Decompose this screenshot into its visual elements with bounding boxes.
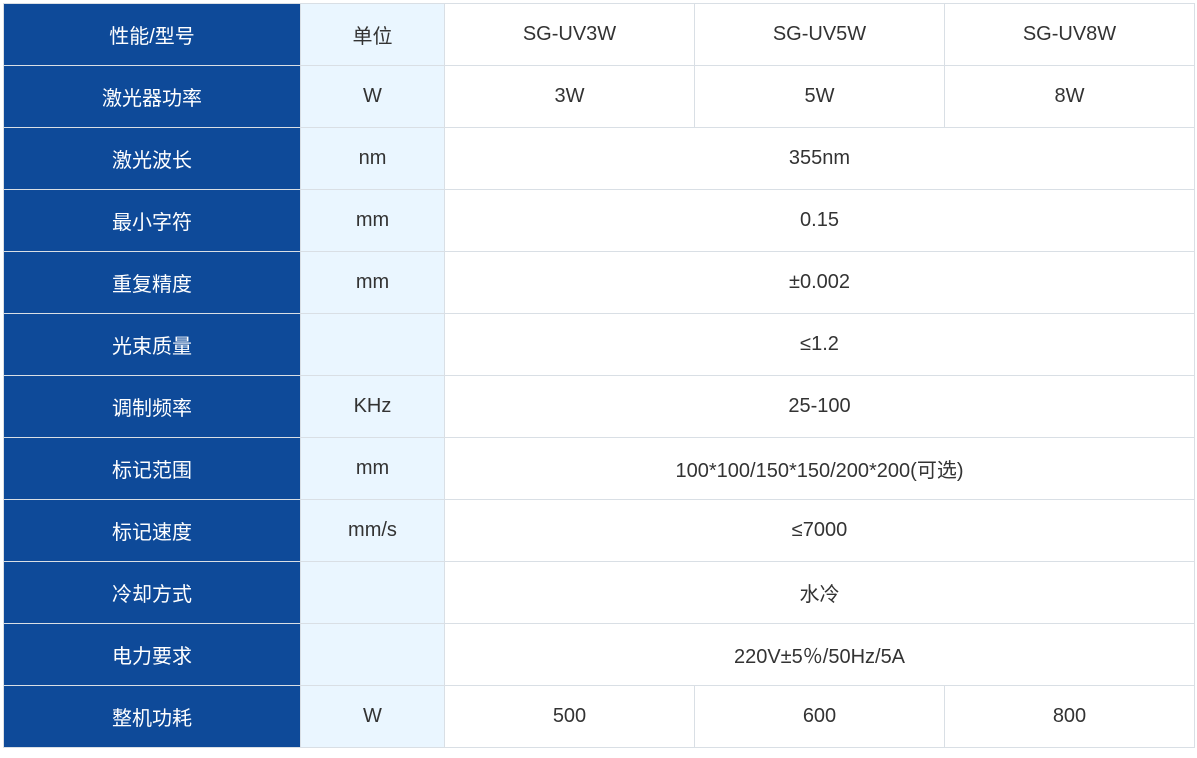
row-value: 水冷 xyxy=(445,562,1195,624)
row-value: 100*100/150*150/200*200(可选) xyxy=(445,438,1195,500)
row-unit: nm xyxy=(301,128,445,190)
table-row: 激光器功率 W 3W 5W 8W xyxy=(4,66,1195,128)
row-label: 标记范围 xyxy=(4,438,301,500)
row-value: 500 xyxy=(445,686,695,748)
row-unit: mm xyxy=(301,190,445,252)
row-unit: mm/s xyxy=(301,500,445,562)
table-row: 激光波长 nm 355nm xyxy=(4,128,1195,190)
row-label: 激光波长 xyxy=(4,128,301,190)
header-model-1: SG-UV3W xyxy=(445,4,695,66)
table-row: 重复精度 mm ±0.002 xyxy=(4,252,1195,314)
table-row: 光束质量 ≤1.2 xyxy=(4,314,1195,376)
row-value: 0.15 xyxy=(445,190,1195,252)
table-row: 标记速度 mm/s ≤7000 xyxy=(4,500,1195,562)
row-label: 光束质量 xyxy=(4,314,301,376)
table-row: 标记范围 mm 100*100/150*150/200*200(可选) xyxy=(4,438,1195,500)
header-model-2: SG-UV5W xyxy=(695,4,945,66)
table-row: 冷却方式 水冷 xyxy=(4,562,1195,624)
row-unit xyxy=(301,314,445,376)
table-row: 调制频率 KHz 25-100 xyxy=(4,376,1195,438)
row-unit: mm xyxy=(301,252,445,314)
row-label: 电力要求 xyxy=(4,624,301,686)
row-value: 5W xyxy=(695,66,945,128)
table-row: 电力要求 220V±5％/50Hz/5A xyxy=(4,624,1195,686)
row-unit xyxy=(301,562,445,624)
row-unit xyxy=(301,624,445,686)
header-model-3: SG-UV8W xyxy=(945,4,1195,66)
row-unit: W xyxy=(301,686,445,748)
row-value: 600 xyxy=(695,686,945,748)
table-row: 整机功耗 W 500 600 800 xyxy=(4,686,1195,748)
table-row: 性能/型号 单位 SG-UV3W SG-UV5W SG-UV8W xyxy=(4,4,1195,66)
row-label: 最小字符 xyxy=(4,190,301,252)
row-unit: W xyxy=(301,66,445,128)
spec-table: 性能/型号 单位 SG-UV3W SG-UV5W SG-UV8W 激光器功率 W… xyxy=(3,3,1195,748)
row-value: ±0.002 xyxy=(445,252,1195,314)
row-value: 800 xyxy=(945,686,1195,748)
header-unit: 单位 xyxy=(301,4,445,66)
row-label: 整机功耗 xyxy=(4,686,301,748)
row-value: 220V±5％/50Hz/5A xyxy=(445,624,1195,686)
row-value: 25-100 xyxy=(445,376,1195,438)
row-unit: mm xyxy=(301,438,445,500)
header-param: 性能/型号 xyxy=(4,4,301,66)
table-row: 最小字符 mm 0.15 xyxy=(4,190,1195,252)
row-label: 冷却方式 xyxy=(4,562,301,624)
row-value: 3W xyxy=(445,66,695,128)
row-unit: KHz xyxy=(301,376,445,438)
row-label: 调制频率 xyxy=(4,376,301,438)
row-value: ≤1.2 xyxy=(445,314,1195,376)
row-value: 355nm xyxy=(445,128,1195,190)
row-label: 标记速度 xyxy=(4,500,301,562)
row-value: 8W xyxy=(945,66,1195,128)
row-label: 重复精度 xyxy=(4,252,301,314)
row-value: ≤7000 xyxy=(445,500,1195,562)
row-label: 激光器功率 xyxy=(4,66,301,128)
